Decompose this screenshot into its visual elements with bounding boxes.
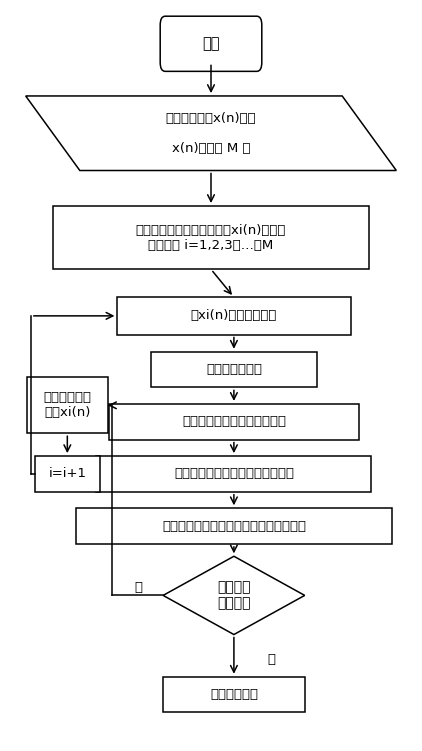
Text: 每一帧语音带噪信号序列用xi(n)表示，
迭代次数 i=1,2,3，…，M: 每一帧语音带噪信号序列用xi(n)表示， 迭代次数 i=1,2,3，…，M [136, 224, 286, 252]
Text: 将增强信号作
用于xi(n): 将增强信号作 用于xi(n) [43, 391, 91, 419]
FancyBboxPatch shape [76, 508, 392, 544]
Text: i=i+1: i=i+1 [49, 467, 87, 481]
FancyBboxPatch shape [163, 677, 305, 713]
Text: 对xi(n)进行噪声估计: 对xi(n)进行噪声估计 [191, 309, 277, 322]
FancyBboxPatch shape [27, 377, 108, 433]
Text: 否: 否 [134, 581, 142, 595]
Text: 输入带噪语音x(n)，将

x(n)分解为 M 帧: 输入带噪语音x(n)，将 x(n)分解为 M 帧 [166, 112, 256, 155]
FancyBboxPatch shape [160, 17, 262, 71]
FancyBboxPatch shape [53, 206, 369, 270]
FancyBboxPatch shape [97, 456, 371, 492]
FancyBboxPatch shape [35, 456, 100, 492]
Text: 是否达到
迭代次数: 是否达到 迭代次数 [217, 581, 251, 611]
Text: 由先验信噪比计算降噪所需的增益: 由先验信噪比计算降噪所需的增益 [174, 467, 294, 481]
Text: 开始: 开始 [202, 36, 220, 51]
Text: 由后验信噪比计算先验信噪比: 由后验信噪比计算先验信噪比 [182, 415, 286, 428]
Text: 输出增强信号: 输出增强信号 [210, 688, 258, 701]
Text: 是: 是 [268, 653, 276, 666]
FancyBboxPatch shape [109, 404, 359, 439]
FancyBboxPatch shape [117, 297, 351, 334]
FancyBboxPatch shape [151, 351, 317, 388]
Text: 计算后验信噪比: 计算后验信噪比 [206, 363, 262, 376]
Polygon shape [163, 556, 305, 635]
Polygon shape [26, 96, 396, 170]
Text: 将增益作用于增强信号得到新的增强信号: 将增益作用于增强信号得到新的增强信号 [162, 520, 306, 532]
